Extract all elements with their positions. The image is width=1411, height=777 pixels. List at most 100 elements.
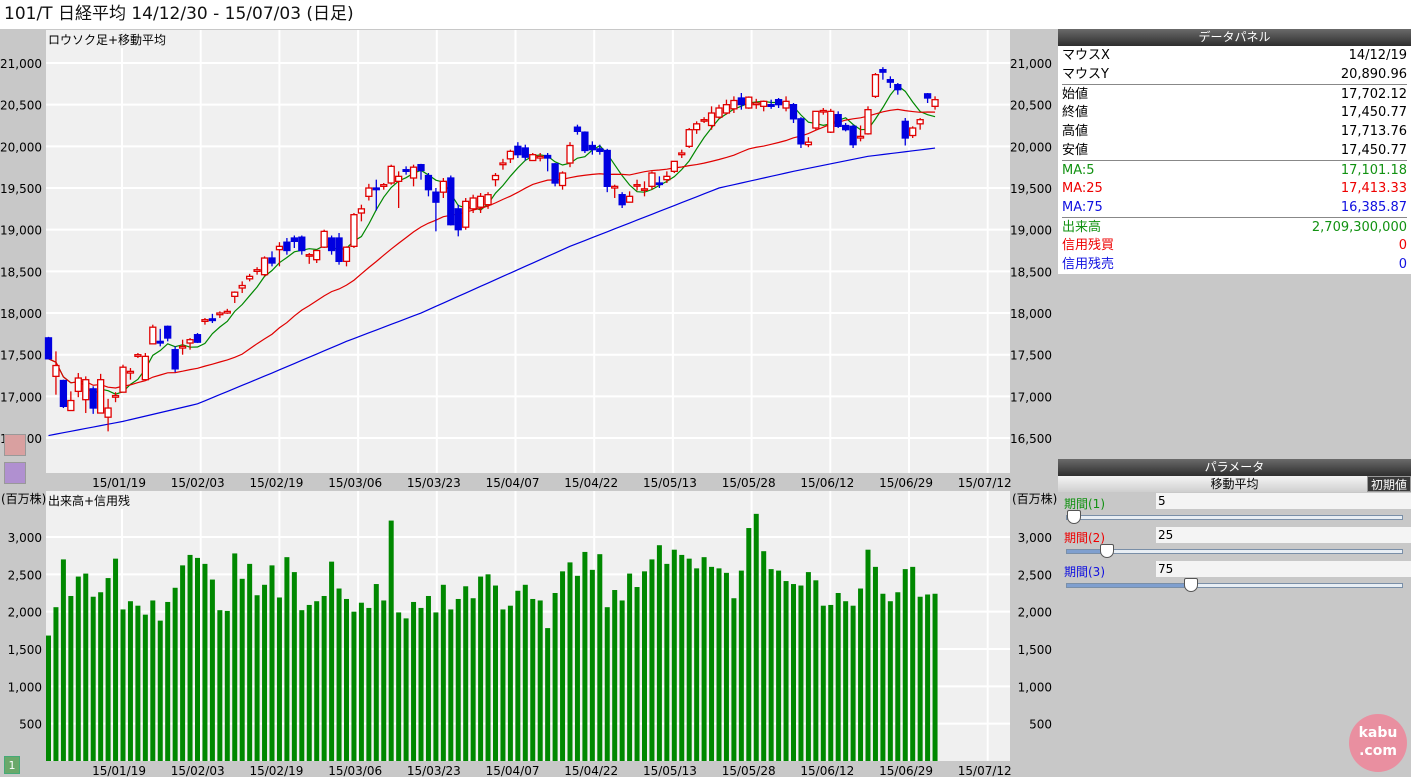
data-value: 17,101.18 [1340, 163, 1407, 178]
volume-bar [344, 598, 349, 761]
volume-bar [537, 600, 543, 761]
chart-area[interactable]: 21,000 21,000 20,500 20,500 20,000 20,000 19,5… [0, 29, 1058, 777]
price-ytick-left: 18,000 [0, 307, 42, 321]
slider-fill [1067, 584, 1191, 587]
candle-down [849, 125, 857, 146]
candle-down [618, 194, 626, 206]
price-xtick: 15/03/06 [328, 476, 382, 490]
ma25-line [48, 108, 936, 389]
slider-thumb[interactable] [1183, 578, 1198, 592]
volume-bar [887, 601, 893, 761]
reset-button[interactable]: 初期値 [1366, 476, 1411, 492]
volume-unit-left: (百万株) [1, 492, 47, 506]
volume-bar [768, 569, 774, 761]
candle-up [640, 188, 649, 191]
volume-bar [135, 605, 141, 761]
volume-bar [113, 558, 119, 761]
data-row: 高値 17,713.76 [1062, 122, 1407, 141]
volume-ytick-right: 1,000 [1018, 680, 1052, 694]
price-xtick: 15/02/03 [171, 476, 225, 490]
candle-up [804, 141, 813, 146]
data-value: 17,450.77 [1340, 143, 1407, 158]
volume-bar [53, 607, 59, 761]
candle-up [476, 195, 485, 208]
candle-down [290, 237, 299, 242]
volume-bar [865, 549, 871, 761]
volume-bar [418, 607, 424, 761]
data-value: 0 [1398, 257, 1407, 272]
candle-down [603, 149, 611, 187]
candle-down [171, 349, 179, 370]
period-slider[interactable] [1066, 544, 1403, 558]
volume-bar [656, 545, 662, 761]
volume-ytick-left: 2,000 [8, 606, 42, 620]
volume-xtick: 15/04/22 [564, 764, 618, 777]
volume-bar [530, 598, 536, 761]
slider-thumb[interactable] [1066, 510, 1081, 524]
volume-bar [664, 563, 670, 761]
price-xtick: 15/01/19 [92, 476, 146, 490]
candle-up [342, 246, 351, 262]
candle-up [633, 184, 641, 187]
slider-thumb[interactable] [1100, 544, 1115, 558]
param-value-input[interactable]: 75 [1156, 561, 1411, 577]
data-value: 2,709,300,000 [1311, 220, 1407, 235]
candle-up [685, 129, 693, 147]
candle-up [670, 160, 678, 172]
period-slider[interactable] [1066, 578, 1403, 592]
volume-bar [627, 573, 633, 761]
data-label: 終値 [1062, 105, 1089, 120]
volume-bar [872, 566, 878, 761]
candle-up [394, 175, 403, 182]
data-row: MA:25 17,413.33 [1062, 179, 1407, 198]
candle-up [365, 187, 373, 197]
volume-xtick: 15/02/19 [249, 764, 303, 777]
volume-bar [284, 557, 290, 761]
volume-bar [351, 611, 357, 761]
price-ytick-right: 20,000 [1010, 140, 1052, 154]
data-label: 始値 [1062, 87, 1089, 102]
param-label: 期間(3) [1064, 565, 1105, 579]
volume-bar [597, 554, 603, 761]
data-label: 安値 [1062, 143, 1089, 158]
volume-bar [157, 620, 163, 761]
volume-bar [90, 596, 96, 761]
volume-bar [172, 587, 178, 761]
volume-bar [731, 598, 737, 761]
param-value-input[interactable]: 5 [1156, 493, 1411, 509]
volume-bar [791, 584, 796, 761]
price-ytick-left: 18,500 [0, 265, 42, 279]
candle-down [447, 177, 455, 226]
volume-bar [46, 635, 51, 761]
param-value-input[interactable]: 25 [1156, 527, 1411, 543]
price-ytick-right: 19,500 [1010, 182, 1052, 196]
slider-fill [1067, 550, 1108, 553]
volume-xtick: 15/01/19 [92, 764, 146, 777]
candle-down [544, 154, 552, 159]
volume-bar [150, 600, 156, 761]
period-slider[interactable] [1066, 510, 1403, 524]
volume-bar [165, 601, 171, 761]
volume-ytick-left: 1,000 [8, 680, 42, 694]
chart-type-icon[interactable] [4, 434, 26, 456]
param-period-2: 期間(2) 25 [1058, 526, 1411, 560]
price-ytick-left: 17,000 [0, 390, 42, 404]
candle-up [126, 370, 135, 374]
candle-up [245, 275, 254, 280]
volume-bar [321, 595, 327, 761]
candle-up [611, 185, 619, 189]
volume-panel-label: 出来高+信用残 [48, 492, 131, 509]
price-ytick-right: 18,500 [1010, 265, 1052, 279]
candle-up [350, 214, 358, 247]
candle-up [864, 109, 872, 135]
candle-up [558, 172, 567, 187]
page-button[interactable]: 1 [4, 756, 20, 774]
volume-bar [60, 559, 66, 761]
volume-bar [299, 610, 305, 761]
data-value: 17,450.77 [1340, 105, 1407, 120]
volume-bar [224, 610, 230, 761]
volume-bar [589, 569, 595, 761]
indicator-icon[interactable] [4, 462, 26, 484]
candle-up [707, 112, 716, 127]
price-ytick-left: 20,500 [0, 99, 42, 113]
